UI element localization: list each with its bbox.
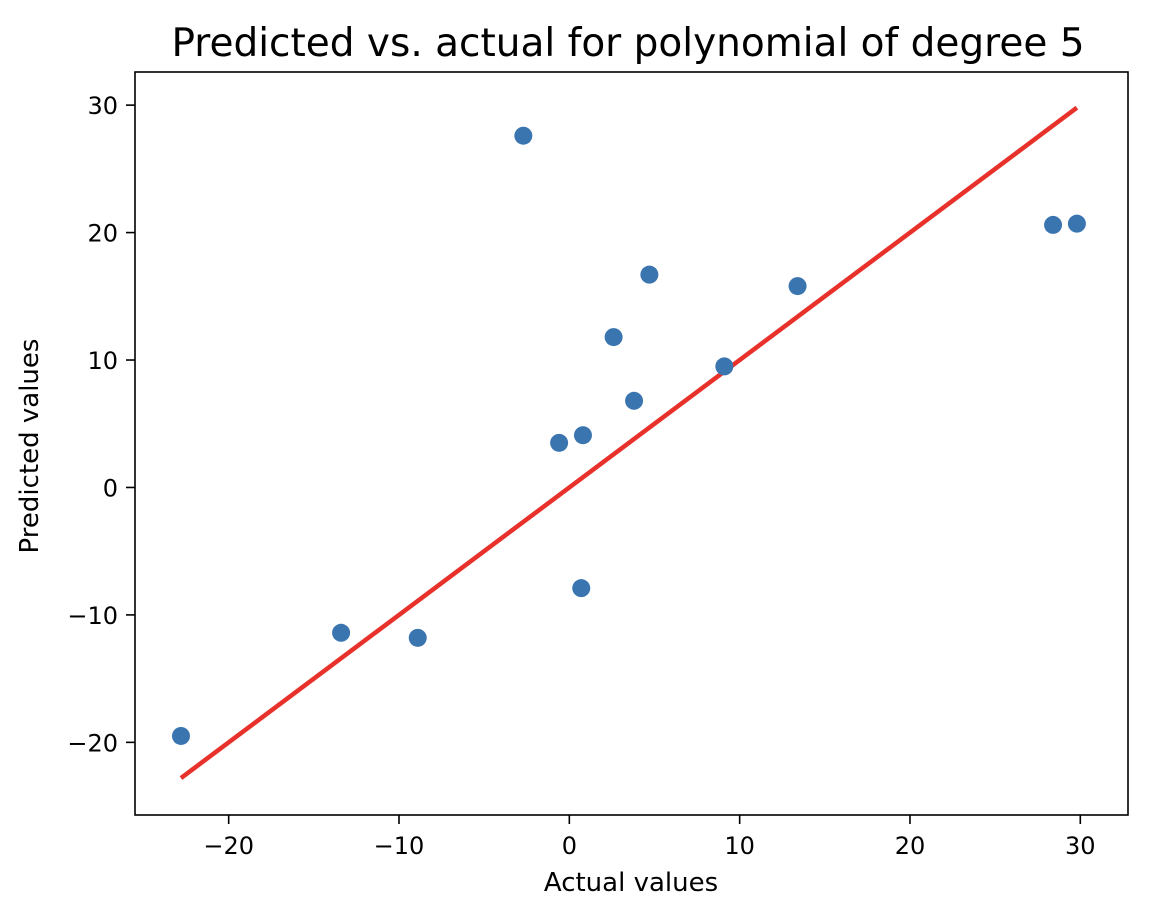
scatter-point [715, 357, 734, 376]
y-tick-label: 0 [103, 474, 118, 502]
series-layer [171, 105, 1086, 780]
x-tick-label: −10 [374, 832, 425, 860]
y-tick-label: −10 [67, 602, 118, 630]
scatter-point [640, 265, 659, 284]
scatter-point [1067, 214, 1086, 233]
scatter-point [550, 433, 569, 452]
chart-title: Predicted vs. actual for polynomial of d… [171, 21, 1084, 66]
x-tick-label: 30 [1065, 832, 1096, 860]
scatter-point [788, 277, 807, 296]
y-axis-label: Predicted values [15, 339, 45, 554]
x-tick-label: 20 [895, 832, 926, 860]
y-tick-label: 20 [87, 220, 118, 248]
x-tick-label: −20 [203, 832, 254, 860]
y-tick-label: 10 [87, 347, 118, 375]
plot-frame [134, 71, 1129, 816]
scatter-point [514, 126, 533, 145]
scatter-point [1044, 215, 1063, 234]
scatter-point [573, 426, 592, 445]
scatter-point [625, 391, 644, 410]
scatter-point [572, 579, 591, 598]
x-axis-label: Actual values [544, 868, 718, 898]
scatter-point [171, 726, 190, 745]
plot-area [134, 71, 1129, 816]
scatter-point [332, 623, 351, 642]
y-tick-label: −20 [67, 729, 118, 757]
scatter-point [604, 328, 623, 347]
fit-line [179, 105, 1079, 780]
scatter-point [408, 628, 427, 647]
y-tick-label: 30 [87, 92, 118, 120]
x-tick-label: 10 [724, 832, 755, 860]
x-tick-label: 0 [562, 832, 577, 860]
x-axis-ticks: −20 −10 0 10 20 30 [203, 815, 1096, 860]
y-axis-ticks: −20 −10 0 10 20 30 [67, 92, 135, 757]
